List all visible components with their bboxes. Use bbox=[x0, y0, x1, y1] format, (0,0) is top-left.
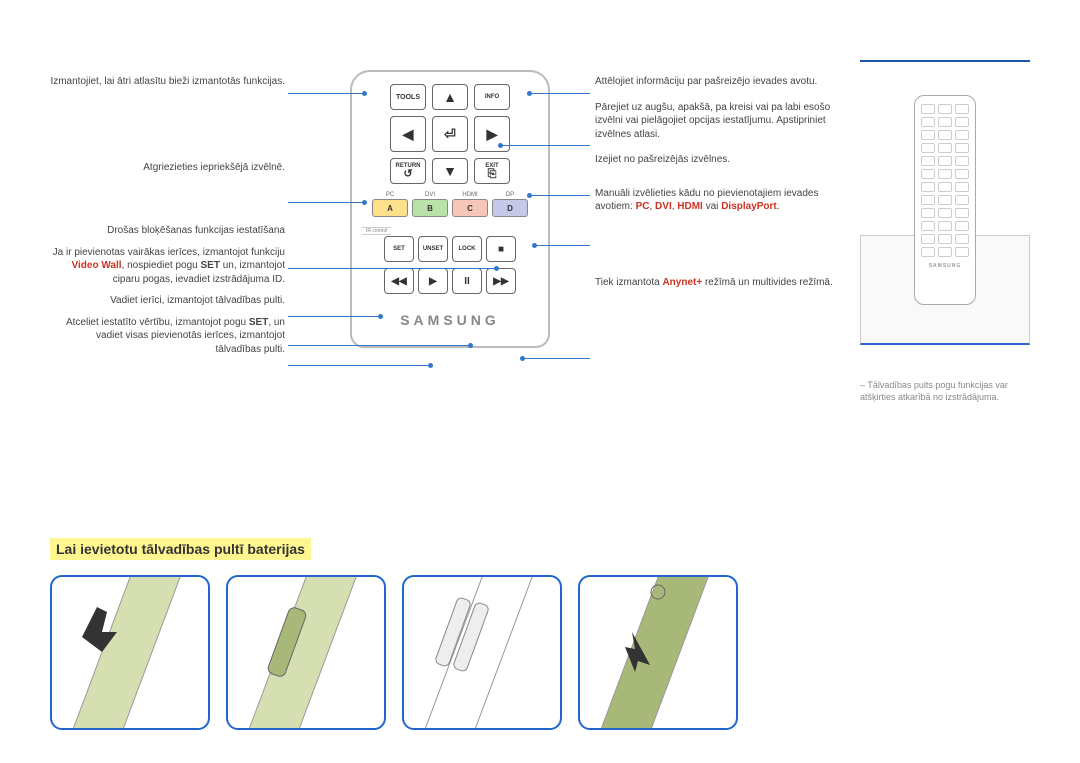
label-set: Ja ir pievienotas vairākas ierīces, izma… bbox=[50, 246, 285, 287]
label-lock-feature: Drošas bloķēšanas funkcijas iestatīšana bbox=[50, 224, 285, 238]
battery-heading: Lai ievietotu tālvadības pultī baterijas bbox=[50, 538, 311, 560]
lead-dot bbox=[378, 314, 383, 319]
label-anynet: Tiek izmantota Anynet+ režīmā un multivi… bbox=[595, 276, 845, 290]
a-button: A bbox=[372, 199, 408, 217]
step-4 bbox=[578, 575, 738, 730]
lead-dot bbox=[527, 193, 532, 198]
battery-steps bbox=[50, 575, 738, 730]
stop-button: ■ bbox=[486, 236, 516, 262]
label-exit: Izejiet no pašreizējās izvēlnes. bbox=[595, 153, 845, 167]
info-button: INFO bbox=[474, 84, 510, 110]
lead-line bbox=[288, 316, 378, 317]
usage-illustration: SAMSUNG bbox=[860, 95, 1030, 345]
pause-button: II bbox=[452, 268, 482, 294]
step3-svg bbox=[404, 577, 562, 730]
dp-label: DP bbox=[492, 192, 528, 198]
lead-dot bbox=[498, 143, 503, 148]
lead-line bbox=[288, 345, 468, 346]
lead-line bbox=[501, 145, 590, 146]
step2-svg bbox=[228, 577, 386, 730]
right-annotations: Attēlojiet informāciju par pašreizējo ie… bbox=[595, 75, 845, 297]
rewind-button: ◀◀ bbox=[384, 268, 414, 294]
left-annotations: Izmantojiet, lai ātri atlasītu bieži izm… bbox=[50, 75, 285, 364]
b-button: B bbox=[412, 199, 448, 217]
lead-dot bbox=[362, 91, 367, 96]
mini-samsung-logo: SAMSUNG bbox=[921, 263, 969, 269]
forward-button: ▶▶ bbox=[486, 268, 516, 294]
lead-dot bbox=[362, 200, 367, 205]
step1-svg bbox=[52, 577, 210, 730]
dvi-label: DVI bbox=[412, 192, 448, 198]
page: Izmantojiet, lai ātri atlasītu bieži izm… bbox=[0, 0, 1080, 763]
step-1 bbox=[50, 575, 210, 730]
pc-label: PC bbox=[372, 192, 408, 198]
step-3 bbox=[402, 575, 562, 730]
mini-remote: SAMSUNG bbox=[914, 95, 976, 305]
label-info: Attēlojiet informāciju par pašreizējo ie… bbox=[595, 75, 845, 89]
right-button: ▶ bbox=[474, 116, 510, 152]
step4-svg bbox=[580, 577, 738, 730]
up-button: ▲ bbox=[432, 84, 468, 110]
lead-dot bbox=[494, 266, 499, 271]
lead-line bbox=[523, 358, 590, 359]
play-button: ▶ bbox=[418, 268, 448, 294]
lead-dot bbox=[520, 356, 525, 361]
set-button: SET bbox=[384, 236, 414, 262]
unset-button: UNSET bbox=[418, 236, 448, 262]
lead-dot bbox=[527, 91, 532, 96]
d-button: D bbox=[492, 199, 528, 217]
lead-line bbox=[530, 195, 590, 196]
hdmi-label: HDMI bbox=[452, 192, 488, 198]
tools-button: TOOLS bbox=[390, 84, 426, 110]
lock-button: LOCK bbox=[452, 236, 482, 262]
lead-line bbox=[535, 245, 590, 246]
samsung-logo: SAMSUNG bbox=[362, 312, 538, 328]
remote-diagram: TOOLS ▲ INFO i ◀ ⏎ ▶ RETURN bbox=[350, 70, 550, 348]
step-2 bbox=[226, 575, 386, 730]
label-sources: Manuāli izvēlieties kādu no pievienotaji… bbox=[595, 187, 845, 214]
footnote: Tālvadības pults pogu funkcijas var atšķ… bbox=[860, 380, 1030, 403]
lead-line bbox=[530, 93, 590, 94]
remote-body: TOOLS ▲ INFO i ◀ ⏎ ▶ RETURN bbox=[350, 70, 550, 348]
c-button: C bbox=[452, 199, 488, 217]
decorative-rule bbox=[860, 60, 1030, 62]
lead-line bbox=[288, 202, 362, 203]
label-nav: Pārejiet uz augšu, apakšā, pa kreisi vai… bbox=[595, 101, 845, 142]
ir-label: IR control bbox=[362, 227, 391, 235]
lead-line bbox=[288, 93, 362, 94]
lead-line bbox=[288, 268, 494, 269]
exit-button: EXIT ⎘ bbox=[474, 158, 510, 184]
lead-dot bbox=[468, 343, 473, 348]
left-button: ◀ bbox=[390, 116, 426, 152]
label-control: Vadiet ierīci, izmantojot tālvadības pul… bbox=[50, 294, 285, 308]
down-button: ▼ bbox=[432, 158, 468, 184]
return-button: RETURN ↺ bbox=[390, 158, 426, 184]
lead-line bbox=[288, 365, 428, 366]
label-tools: Izmantojiet, lai ātri atlasītu bieži izm… bbox=[50, 75, 285, 89]
lead-dot bbox=[532, 243, 537, 248]
label-return: Atgriezieties iepriekšējā izvēlnē. bbox=[50, 161, 285, 175]
label-unset: Atceliet iestatīto vērtību, izmantojot p… bbox=[50, 316, 285, 357]
lead-dot bbox=[428, 363, 433, 368]
enter-button: ⏎ bbox=[432, 116, 468, 152]
